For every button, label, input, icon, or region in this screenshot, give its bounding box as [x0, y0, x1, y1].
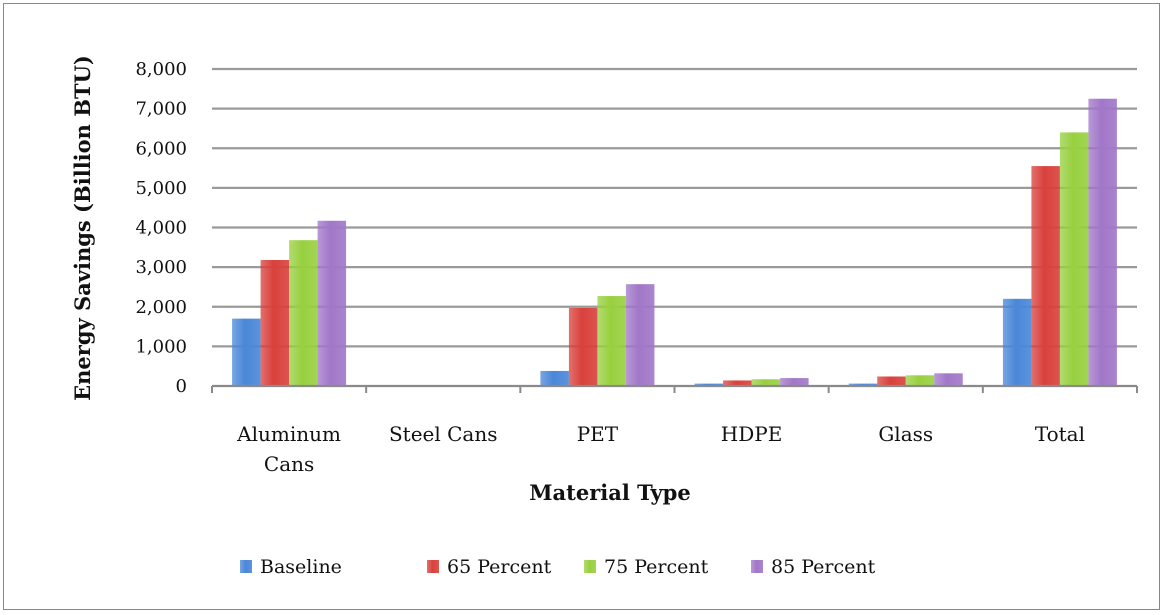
x-category-label: Aluminum — [236, 422, 341, 446]
bar-baseline — [1002, 298, 1032, 386]
bar-baseline — [848, 383, 878, 386]
bar-baseline — [694, 383, 724, 386]
bar-85-percent — [1088, 98, 1117, 386]
y-tick-label: 0 — [176, 376, 187, 397]
y-tick-label: 4,000 — [135, 218, 187, 239]
bar-75-percent — [597, 296, 626, 386]
y-axis-title: Energy Savings (Billion BTU) — [70, 55, 95, 401]
bar-65-percent — [877, 376, 906, 386]
bar-75-percent — [905, 375, 935, 386]
y-tick-label: 3,000 — [135, 257, 187, 278]
bar-85-percent — [317, 220, 347, 386]
bar-85-percent — [625, 284, 655, 386]
y-tick-labels: 0 1,000 2,000 3,000 4,000 5,000 6,000 7,000 8,00… — [135, 59, 187, 397]
grid-lines — [212, 67, 1137, 348]
x-axis — [211, 384, 1138, 393]
bar-75-percent — [751, 379, 781, 386]
x-category-label: Cans — [264, 452, 314, 476]
legend-swatch — [751, 560, 763, 573]
legend-swatch — [240, 560, 252, 573]
y-tick-label: 6,000 — [135, 138, 187, 159]
bar-85-percent — [934, 373, 963, 386]
bar-baseline — [232, 318, 261, 386]
x-category-label: Glass — [878, 422, 933, 446]
bar-baseline — [540, 370, 569, 386]
y-tick-label: 8,000 — [135, 59, 187, 80]
legend: Baseline 65 Percent 75 Percent 85 Percent — [240, 556, 876, 578]
y-tick-label: 5,000 — [135, 178, 187, 199]
x-category-labels: Aluminum Cans Steel Cans PET HDPE Glass Total — [236, 422, 1085, 476]
y-tick-label: 1,000 — [135, 336, 187, 357]
bars — [232, 98, 1117, 386]
legend-swatch — [427, 560, 439, 573]
bar-65-percent — [1031, 166, 1060, 386]
bar-65-percent — [260, 259, 290, 386]
legend-label: 65 Percent — [447, 556, 552, 578]
bar-75-percent — [289, 240, 318, 386]
x-category-label: HDPE — [721, 422, 783, 446]
x-axis-title: Material Type — [529, 480, 690, 505]
legend-label: Baseline — [260, 556, 342, 578]
bar-65-percent — [723, 380, 752, 386]
x-category-label: PET — [577, 422, 619, 446]
x-category-label: Total — [1035, 422, 1085, 446]
bar-85-percent — [780, 378, 809, 386]
y-tick-label: 7,000 — [135, 99, 187, 120]
legend-swatch — [584, 560, 596, 573]
legend-label: 85 Percent — [771, 556, 876, 578]
bar-75-percent — [1059, 132, 1089, 386]
y-tick-label: 2,000 — [135, 297, 187, 318]
bar-65-percent — [568, 307, 598, 386]
legend-label: 75 Percent — [604, 556, 709, 578]
x-category-label: Steel Cans — [389, 422, 498, 446]
